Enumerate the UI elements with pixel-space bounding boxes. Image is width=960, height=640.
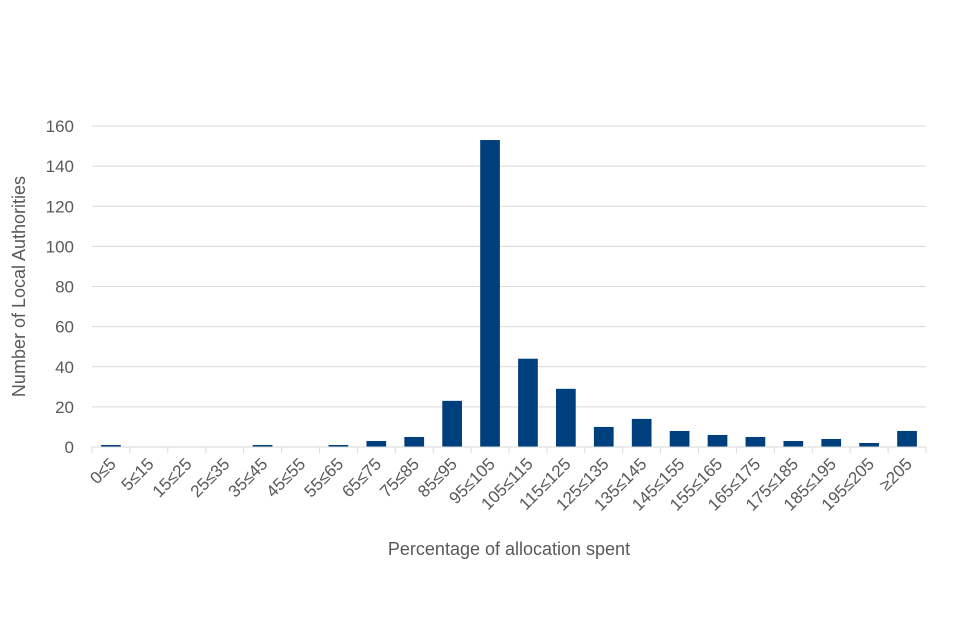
bar bbox=[556, 388, 576, 447]
bar bbox=[745, 436, 766, 447]
bar bbox=[859, 442, 879, 447]
x-axis-title: Percentage of allocation spent bbox=[388, 539, 630, 559]
bar bbox=[252, 444, 273, 447]
bar bbox=[442, 400, 462, 447]
bar bbox=[518, 358, 538, 447]
bar bbox=[783, 440, 804, 447]
x-tick-label: 65≤75 bbox=[338, 454, 385, 501]
bar bbox=[593, 426, 614, 447]
bar bbox=[669, 430, 690, 447]
y-axis-title: Number of Local Authorities bbox=[9, 176, 29, 397]
gridlines bbox=[92, 125, 926, 408]
y-tick-label: 20 bbox=[55, 398, 74, 417]
y-tick-label: 140 bbox=[46, 157, 74, 176]
x-tick-label: 45≤55 bbox=[263, 454, 310, 501]
y-tick-label: 100 bbox=[46, 237, 74, 256]
y-axis-ticks: 0 20 40 60 80 100 120 140 160 bbox=[46, 117, 74, 457]
y-tick-label: 160 bbox=[46, 117, 74, 136]
y-tick-label: 0 bbox=[65, 438, 74, 457]
y-tick-label: 60 bbox=[55, 318, 74, 337]
x-axis-ticks: 0≤55≤1515≤2525≤3535≤4545≤5555≤6565≤7575≤… bbox=[86, 447, 927, 515]
x-tick-label: 0≤5 bbox=[86, 454, 119, 487]
bar bbox=[821, 438, 842, 447]
bar bbox=[101, 444, 121, 447]
x-tick-label: 15≤25 bbox=[149, 454, 196, 501]
bar bbox=[707, 434, 728, 447]
bar bbox=[631, 418, 652, 447]
x-tick-label: 75≤85 bbox=[376, 454, 423, 501]
x-tick-label: 55≤65 bbox=[300, 454, 347, 501]
bars bbox=[101, 140, 917, 447]
bar bbox=[480, 140, 500, 447]
bar bbox=[366, 440, 387, 447]
x-tick-label: 25≤35 bbox=[187, 454, 234, 501]
bar bbox=[404, 436, 425, 447]
bar bbox=[897, 430, 917, 447]
bar bbox=[328, 444, 349, 447]
x-tick-label: ≥205 bbox=[876, 454, 916, 494]
y-tick-label: 80 bbox=[55, 278, 74, 297]
x-tick-label: 35≤45 bbox=[225, 454, 272, 501]
y-tick-label: 40 bbox=[55, 358, 74, 377]
y-tick-label: 120 bbox=[46, 197, 74, 216]
